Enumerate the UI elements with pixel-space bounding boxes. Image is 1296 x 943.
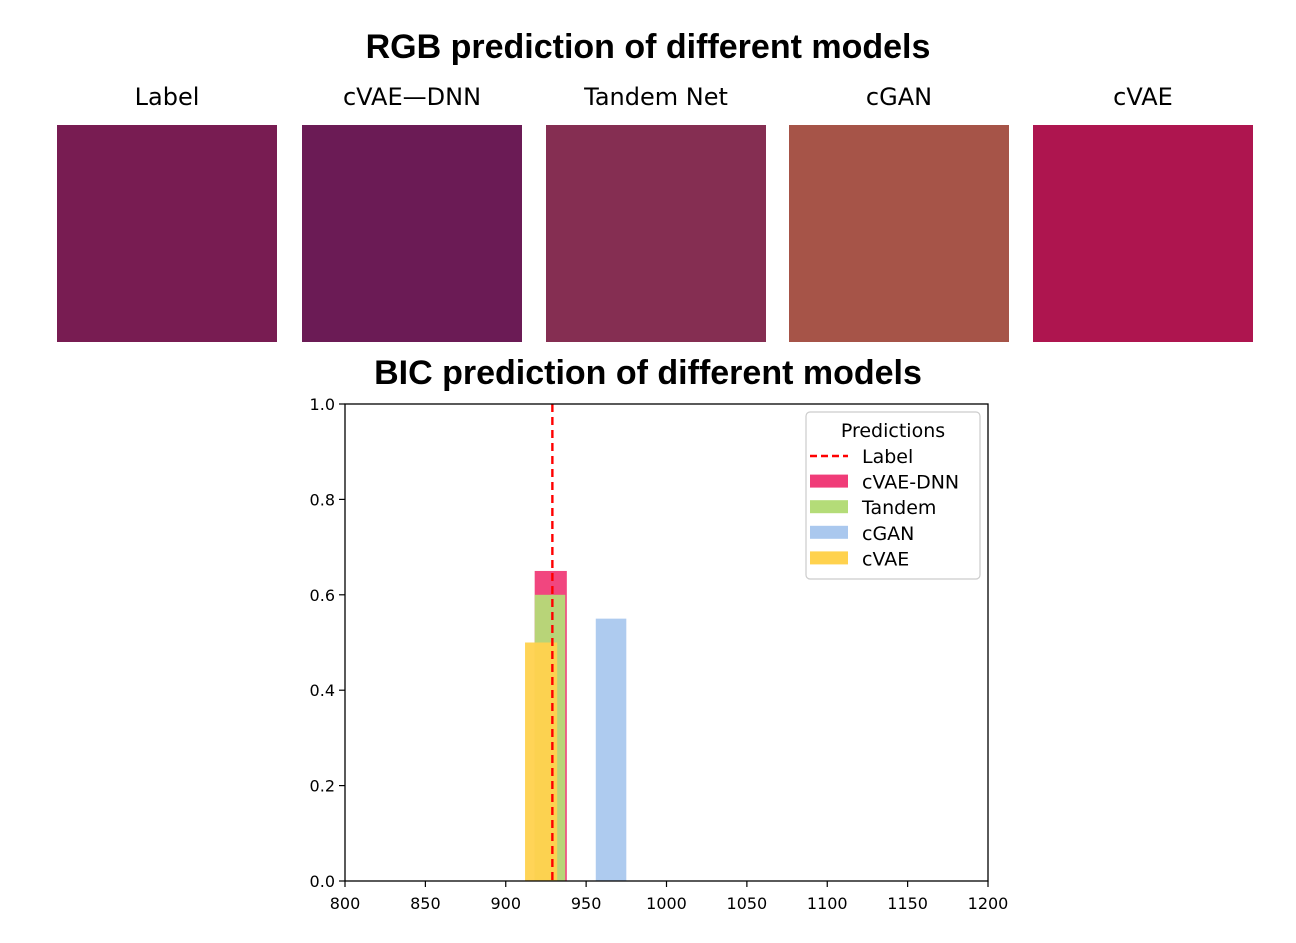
- swatch-tandem-net-color: [546, 125, 766, 342]
- bars-layer: [525, 570, 627, 881]
- swatch-cvae-color: [1033, 125, 1253, 342]
- swatch-label-cvae: cVAE: [1113, 83, 1173, 111]
- x-tick-label-1200: 1200: [968, 894, 1009, 913]
- x-tick-label-950: 950: [571, 894, 602, 913]
- swatch-label-color: [57, 125, 277, 342]
- swatch-label-cgan: cGAN: [865, 83, 933, 111]
- y-tick-label-0: 0.0: [310, 872, 335, 891]
- x-axis: 800 850 900 950 1000 1050 1100 1150 1200: [330, 881, 1009, 913]
- x-tick-label-1150: 1150: [887, 894, 928, 913]
- y-tick-label-4: 0.8: [310, 490, 335, 509]
- y-tick-label-1: 0.2: [310, 777, 335, 796]
- y-axis: 0.0 0.2 0.4 0.6 0.8 1.0: [310, 395, 345, 891]
- legend-swatch-tandem: [810, 500, 848, 514]
- legend-label-tandem: Tandem: [861, 497, 936, 519]
- legend-label-label: Label: [862, 446, 913, 468]
- x-tick-label-1050: 1050: [727, 894, 768, 913]
- rgb-chart-title: RGB prediction of different models: [365, 28, 931, 66]
- swatch-cgan-color: [789, 125, 1009, 342]
- x-tick-label-1100: 1100: [807, 894, 848, 913]
- legend: Predictions Label cVAE-DNN Tandem cGAN cVAE: [805, 411, 981, 580]
- legend-label-cgan: cGAN: [862, 523, 914, 545]
- y-tick-label-5: 1.0: [310, 395, 335, 414]
- bic-chart-title: BIC prediction of different models: [374, 354, 922, 392]
- swatch-label-cvae-dnn: cVAE—DNN: [342, 83, 482, 111]
- y-tick-label-2: 0.4: [310, 681, 335, 700]
- legend-swatch-cgan: [810, 525, 848, 539]
- legend-entries: Label cVAE-DNN Tandem cGAN cVAE: [810, 446, 959, 570]
- x-tick-label-1000: 1000: [646, 894, 687, 913]
- legend-swatch-cvae-dnn: [810, 474, 848, 488]
- x-tick-label-850: 850: [410, 894, 441, 913]
- bar-cgan: [595, 618, 627, 881]
- y-tick-label-3: 0.6: [310, 586, 335, 605]
- legend-box: [805, 411, 981, 580]
- legend-swatch-cvae: [810, 551, 848, 565]
- legend-title: Predictions: [841, 420, 945, 442]
- swatch-cvae-dnn-color: [302, 125, 522, 342]
- x-tick-label-900: 900: [490, 894, 521, 913]
- legend-label-cvae-dnn: cVAE-DNN: [862, 472, 959, 494]
- swatch-label-tandem-net: Tandem Net: [584, 83, 728, 111]
- x-tick-label-800: 800: [330, 894, 361, 913]
- swatch-label-label: Label: [134, 83, 200, 111]
- legend-label-cvae: cVAE: [862, 548, 909, 570]
